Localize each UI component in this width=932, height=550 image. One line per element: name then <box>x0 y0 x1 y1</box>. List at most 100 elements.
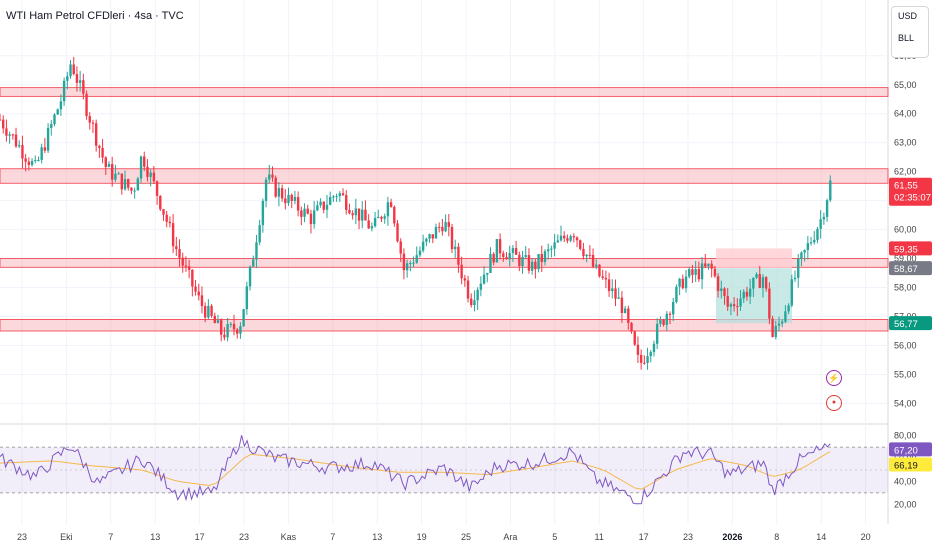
candle-body <box>159 195 162 210</box>
time-axis[interactable]: 23 Eki 7 13 17 23 Kas 7 13 19 25 Ara 5 11 17 23 2026 8 14 2… <box>17 532 871 542</box>
candle-body <box>30 160 34 165</box>
price-zones <box>0 87 889 332</box>
candle-body <box>454 246 457 250</box>
candle-body <box>521 256 524 267</box>
time-tick-label: 11 <box>595 532 604 542</box>
candle-body <box>88 116 91 123</box>
candle-body <box>210 305 213 316</box>
candle-body <box>716 276 720 292</box>
candle-body <box>21 145 24 159</box>
candle-body <box>168 221 172 224</box>
candle-body <box>271 174 274 178</box>
candle-body <box>69 64 72 77</box>
candle-body <box>739 298 742 307</box>
position-box[interactable] <box>716 248 792 324</box>
candle-body <box>518 254 521 267</box>
rsi-tick-label: 20,00 <box>894 499 917 509</box>
candle-body <box>24 158 27 162</box>
unit-selector[interactable]: USD BLL <box>891 6 929 58</box>
candle-body <box>203 306 207 318</box>
candle-body <box>409 263 412 265</box>
candle-body <box>758 274 761 288</box>
candle-body <box>681 278 685 289</box>
candle-body <box>255 242 258 260</box>
candle-body <box>470 298 473 306</box>
candle-body <box>546 249 550 252</box>
candle-body <box>322 201 325 210</box>
candle-body <box>412 262 415 264</box>
rsi-panel <box>0 435 888 505</box>
chart-title: WTI Ham Petrol CFDleri · 4sa · TVC <box>6 10 184 22</box>
candle-body <box>146 166 149 177</box>
candle-body <box>300 210 303 217</box>
lightning-icon[interactable]: ⚡ <box>826 370 842 386</box>
candle-body <box>296 197 300 211</box>
candle-body <box>98 145 101 148</box>
volume-unit[interactable]: BLL <box>898 33 915 43</box>
candle-body <box>194 286 197 292</box>
candle-body <box>104 157 107 167</box>
price-tick-label: 65,00 <box>894 80 917 90</box>
rsi-ma-value-tag <box>889 457 932 472</box>
rsi-ma-value-tag-text: 66,19 <box>894 460 918 471</box>
entry-price-tag <box>889 261 932 276</box>
candle-body <box>623 308 627 314</box>
candle-body <box>761 277 765 288</box>
candle-body <box>617 297 620 299</box>
candle-body <box>11 134 15 136</box>
candle-body <box>18 145 21 147</box>
candle-body <box>101 147 104 158</box>
price-tick-label: 55,00 <box>894 369 917 379</box>
candle-body <box>316 205 319 211</box>
candle-body <box>505 257 508 260</box>
price-axis[interactable]: 54,0055,0056,0057,0058,0059,0060,0061,00… <box>894 51 917 509</box>
candle-body <box>373 218 377 227</box>
candle-body <box>274 177 277 197</box>
candle-body <box>553 242 556 249</box>
candle-body <box>729 304 733 307</box>
candle-body <box>303 208 306 217</box>
candle-body <box>806 243 810 250</box>
candle-body <box>447 222 450 227</box>
price-tick-label: 56,00 <box>894 340 917 350</box>
candle-body <box>338 193 342 197</box>
candle-body <box>252 259 255 267</box>
time-tick-label: 17 <box>195 532 205 542</box>
candle-body <box>688 269 691 277</box>
candle-body <box>774 325 777 337</box>
candle-body <box>290 194 293 201</box>
candle-body <box>643 362 646 364</box>
candle-body <box>482 274 486 284</box>
time-tick-label: 23 <box>17 532 27 542</box>
rsi-tick-label: 40,00 <box>894 476 917 486</box>
candle-body <box>620 297 624 314</box>
candle-body <box>569 236 572 241</box>
candle-body <box>226 324 229 338</box>
candle-body <box>713 268 717 277</box>
candle-body <box>258 225 261 243</box>
time-tick-label: 23 <box>239 532 249 542</box>
candle-body <box>463 278 467 281</box>
candle-body <box>591 254 595 267</box>
currency-unit[interactable]: USD <box>898 11 918 21</box>
candle-body <box>175 246 178 250</box>
time-tick-label: 5 <box>552 532 557 542</box>
candle-body <box>40 147 43 160</box>
price-tick-label: 62,00 <box>894 167 917 177</box>
candle-body <box>630 322 633 332</box>
candle-body <box>668 313 672 315</box>
candle-body <box>319 201 322 206</box>
candle-body <box>556 240 559 243</box>
candle-body <box>34 159 37 161</box>
candle-body <box>345 195 348 210</box>
flag-icon[interactable]: ● <box>826 395 842 411</box>
candle-body <box>383 216 386 219</box>
candle-body <box>431 234 434 239</box>
target-price-tag-text: 59,35 <box>894 244 918 255</box>
candle-body <box>829 180 832 201</box>
candle-body <box>277 188 281 197</box>
candle-body <box>268 174 271 180</box>
candle-body <box>540 254 543 263</box>
candle-body <box>287 194 290 204</box>
